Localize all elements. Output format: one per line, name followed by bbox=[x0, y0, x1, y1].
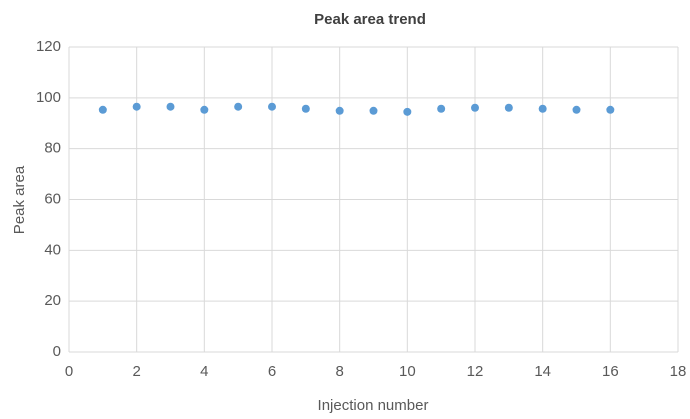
y-axis-label: Peak area bbox=[11, 165, 28, 234]
point bbox=[437, 104, 446, 113]
point bbox=[504, 103, 513, 112]
x-tick-label: 14 bbox=[534, 363, 551, 380]
y-tick-label: 100 bbox=[36, 89, 61, 106]
x-tick-label: 8 bbox=[335, 363, 343, 380]
point bbox=[132, 102, 141, 111]
point bbox=[98, 105, 107, 114]
x-tick-label: 16 bbox=[602, 363, 619, 380]
x-tick-label: 18 bbox=[670, 363, 687, 380]
x-tick-label: 2 bbox=[132, 363, 140, 380]
x-tick-label: 10 bbox=[399, 363, 416, 380]
point bbox=[268, 102, 276, 111]
y-tick-label: 0 bbox=[53, 343, 61, 360]
y-tick-label: 20 bbox=[44, 292, 61, 309]
y-tick-label: 60 bbox=[44, 190, 61, 207]
x-tick-label: 0 bbox=[65, 363, 73, 380]
point bbox=[335, 106, 344, 115]
point bbox=[471, 103, 479, 112]
point bbox=[606, 105, 615, 114]
x-axis-label: Injection number bbox=[318, 397, 429, 414]
point bbox=[234, 102, 243, 111]
y-tick-label: 40 bbox=[44, 241, 61, 258]
x-tick-label: 6 bbox=[268, 363, 276, 380]
x-tick-label: 12 bbox=[467, 363, 484, 380]
point bbox=[403, 107, 412, 116]
point bbox=[538, 104, 547, 113]
x-tick-label: 4 bbox=[200, 363, 208, 380]
chart-title: Peak area trend bbox=[314, 11, 426, 28]
point bbox=[369, 106, 378, 115]
y-tick-label: 120 bbox=[36, 38, 61, 55]
point bbox=[301, 104, 310, 113]
point bbox=[200, 105, 209, 114]
point bbox=[166, 102, 175, 111]
y-tick-label: 80 bbox=[44, 140, 61, 157]
point bbox=[572, 105, 581, 114]
